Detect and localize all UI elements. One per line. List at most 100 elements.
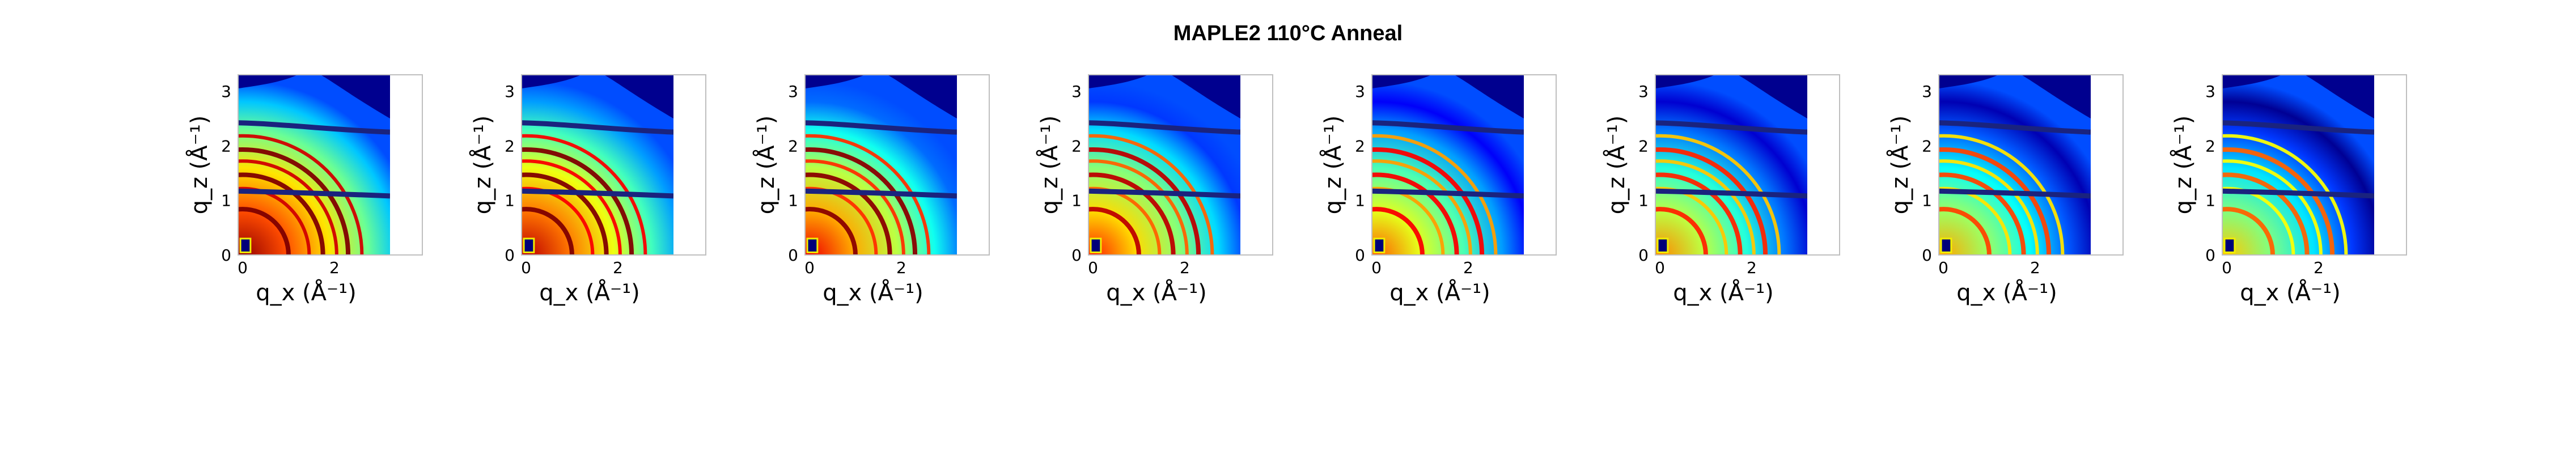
beamstop-mask <box>1940 237 1952 253</box>
diffraction-ring <box>1088 207 1141 255</box>
diffraction-ring <box>2222 134 2348 255</box>
horizon-curve <box>2222 188 2374 199</box>
y-tick-label: 0 <box>505 246 515 265</box>
beamstop-mask <box>239 237 252 253</box>
diffraction-ring <box>238 134 364 255</box>
y-tick-label: 0 <box>1922 246 1932 265</box>
masked-region <box>1939 75 1999 89</box>
y-tick-label: 3 <box>2205 82 2215 101</box>
masked-region <box>1454 75 1524 119</box>
beamstop-mask <box>1656 237 1669 253</box>
beamstop-mask <box>806 237 819 253</box>
y-tick-label: 2 <box>1638 137 1649 155</box>
y-tick-label: 1 <box>1071 192 1082 210</box>
diffraction-ring <box>522 147 634 255</box>
diffraction-ring <box>1372 207 1425 255</box>
x-tick-label: 2 <box>2030 258 2040 277</box>
x-tick-label: 2 <box>613 258 623 277</box>
detector-panel-7: 0 2 0 1 2 3 q_x (Å⁻¹) q_z (Å⁻¹) <box>1886 74 2124 306</box>
horizon-curve <box>1088 120 1240 135</box>
diffraction-ring <box>2222 207 2275 255</box>
y-tick-label: 1 <box>1922 192 1932 210</box>
y-axis-label: q_z (Å⁻¹) <box>752 116 779 215</box>
masked-region <box>1738 75 1807 119</box>
y-axis-label: q_z (Å⁻¹) <box>2170 116 2197 215</box>
horizon-curve <box>1655 120 1807 135</box>
y-tick-label: 3 <box>1638 82 1649 101</box>
diffraction-ring <box>1939 134 2065 255</box>
x-axis-label: q_x (Å⁻¹) <box>539 279 640 306</box>
y-tick-label: 2 <box>1355 137 1365 155</box>
diffraction-ring <box>805 207 858 255</box>
x-tick-label: 0 <box>521 258 531 277</box>
x-tick-label: 0 <box>1655 258 1665 277</box>
diffraction-ring <box>522 207 574 255</box>
masked-region <box>1088 75 1149 89</box>
axes-frame <box>1938 74 2124 256</box>
diffraction-ring <box>1372 147 1485 255</box>
horizon-curve <box>1372 120 1524 135</box>
y-axis-label: q_z (Å⁻¹) <box>1886 116 1913 215</box>
masked-region <box>238 75 298 89</box>
y-tick-label: 1 <box>505 192 515 210</box>
diffraction-ring <box>1655 147 1768 255</box>
y-tick-label: 2 <box>1922 137 1932 155</box>
x-tick-label: 0 <box>238 258 248 277</box>
y-tick-label: 0 <box>2205 246 2215 265</box>
y-tick-label: 1 <box>2205 192 2215 210</box>
y-axis-label: q_z (Å⁻¹) <box>1603 116 1630 215</box>
horizon-curve <box>522 120 673 135</box>
x-tick-label: 2 <box>896 258 906 277</box>
detector-panel-6: 0 2 0 1 2 3 q_x (Å⁻¹) q_z (Å⁻¹) <box>1603 74 1840 306</box>
y-tick-label: 2 <box>788 137 798 155</box>
diffraction-ring <box>522 134 647 255</box>
horizon-curve <box>1372 188 1524 199</box>
axes-frame <box>2222 74 2407 256</box>
horizon-curve <box>1939 188 2091 199</box>
horizon-curve <box>522 188 673 199</box>
y-tick-label: 1 <box>1355 192 1365 210</box>
y-tick-label: 3 <box>221 82 231 101</box>
y-tick-label: 3 <box>1922 82 1932 101</box>
y-axis-label: q_z (Å⁻¹) <box>469 116 496 215</box>
detector-panel-3: 0 2 0 1 2 3 q_x (Å⁻¹) q_z (Å⁻¹) <box>752 74 990 306</box>
x-tick-label: 2 <box>329 258 340 277</box>
beamstop-mask <box>523 237 535 253</box>
detector-panel-1: 0 2 0 1 2 3 q_x (Å⁻¹) q_z (Å⁻¹) <box>185 74 423 306</box>
detector-panel-4: 0 2 0 1 2 3 q_x (Å⁻¹) q_z (Å⁻¹) <box>1036 74 1273 306</box>
x-tick-label: 0 <box>1938 258 1948 277</box>
x-axis-label: q_x (Å⁻¹) <box>1956 279 2057 306</box>
diffraction-ring <box>2222 147 2335 255</box>
y-tick-label: 1 <box>221 192 231 210</box>
masked-region <box>1655 75 1715 89</box>
x-tick-label: 2 <box>1463 258 1473 277</box>
detector-panel-8: 0 2 0 1 2 3 q_x (Å⁻¹) q_z (Å⁻¹) <box>2170 74 2407 306</box>
y-tick-label: 1 <box>788 192 798 210</box>
x-axis-label: q_x (Å⁻¹) <box>1389 279 1490 306</box>
horizon-curve <box>238 120 390 135</box>
y-axis-label: q_z (Å⁻¹) <box>185 116 213 215</box>
axes-frame <box>1088 74 1273 256</box>
y-tick-label: 2 <box>221 137 231 155</box>
x-axis-label: q_x (Å⁻¹) <box>823 279 923 306</box>
x-tick-label: 0 <box>2222 258 2232 277</box>
x-axis-label: q_x (Å⁻¹) <box>2240 279 2341 306</box>
axes-frame <box>1371 74 1557 256</box>
x-axis-label: q_x (Å⁻¹) <box>1106 279 1207 306</box>
masked-region <box>887 75 957 119</box>
y-tick-label: 0 <box>1638 246 1649 265</box>
y-axis-label: q_z (Å⁻¹) <box>1319 116 1346 215</box>
horizon-curve <box>805 120 957 135</box>
y-tick-label: 0 <box>788 246 798 265</box>
y-tick-label: 2 <box>1071 137 1082 155</box>
masked-region <box>604 75 673 119</box>
diffraction-ring <box>1655 207 1708 255</box>
detector-panel-2: 0 2 0 1 2 3 q_x (Å⁻¹) q_z (Å⁻¹) <box>469 74 706 306</box>
horizon-curve <box>1939 120 2091 135</box>
y-tick-label: 2 <box>505 137 515 155</box>
x-tick-label: 0 <box>804 258 815 277</box>
axes-frame <box>238 74 423 256</box>
masked-region <box>320 75 390 119</box>
